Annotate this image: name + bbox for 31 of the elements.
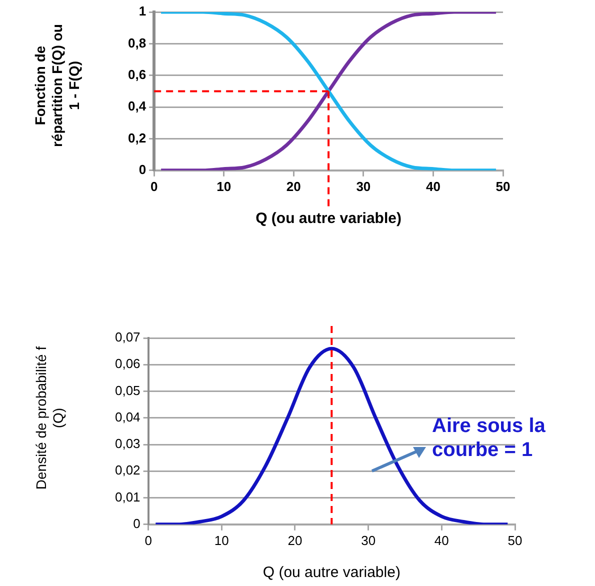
y-tick-label: 0,03 <box>114 436 140 452</box>
x-axis-title: Q (ou autre variable) <box>262 564 400 582</box>
y-tick-label: 0,6 <box>128 66 146 82</box>
x-tick-label: 20 <box>286 178 301 194</box>
x-axis-title: Q (ou autre variable) <box>256 210 402 228</box>
annotation: Aire sous la courbe = 1 <box>432 414 546 462</box>
x-tick-label: 30 <box>356 178 371 194</box>
y-tick-label: 0,2 <box>128 130 146 146</box>
y-tick-label: 1 <box>138 4 146 19</box>
y-tick-label: 0,04 <box>114 409 140 424</box>
y-tick-label: 0 <box>138 162 146 177</box>
y-tick-label: 0,02 <box>114 462 140 478</box>
line-series <box>159 12 498 170</box>
y-tick-label: 0,01 <box>114 489 140 504</box>
x-tick-label: 0 <box>150 178 158 194</box>
y-tick-label: 0,4 <box>128 98 147 114</box>
x-tick-label: 10 <box>216 178 232 194</box>
y-tick-label: 0 <box>133 516 140 531</box>
x-tick-label: 40 <box>434 532 449 548</box>
y-tick-label: 0,8 <box>128 35 146 50</box>
x-tick-label: 10 <box>214 532 229 548</box>
x-tick-label: 30 <box>361 532 376 548</box>
x-tick-label: 40 <box>426 178 440 194</box>
y-tick-label: 0,06 <box>114 356 140 372</box>
y-tick-label: 0,07 <box>114 330 140 345</box>
y-axis-title: Fonction de répartition F(Q) ou 1 - F(Q) <box>32 23 83 148</box>
x-tick-label: 50 <box>496 178 510 194</box>
x-tick-label: 20 <box>288 532 302 548</box>
x-tick-label: 50 <box>508 532 522 548</box>
y-tick-label: 0,05 <box>114 382 140 398</box>
y-axis-title: Densité de probabilité f (Q) <box>33 345 67 492</box>
